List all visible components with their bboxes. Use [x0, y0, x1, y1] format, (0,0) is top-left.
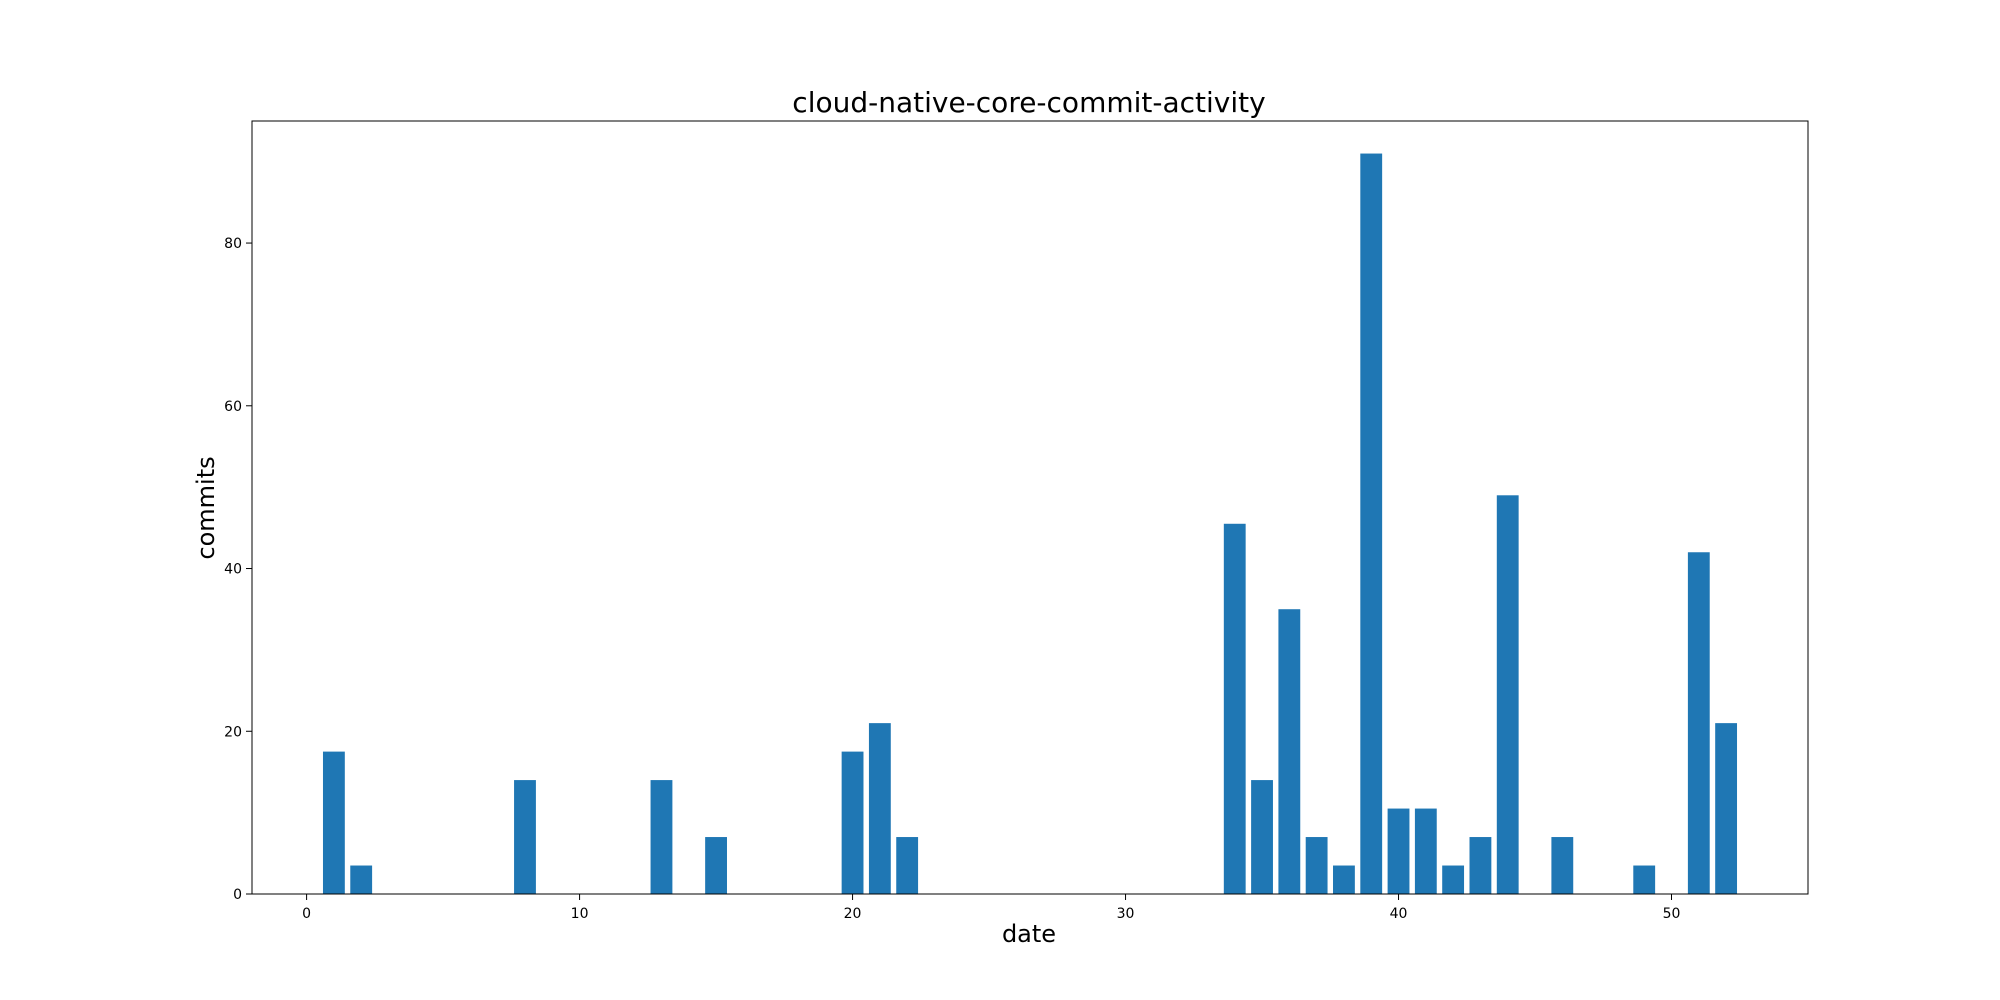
bar	[1551, 837, 1574, 894]
bar	[350, 865, 373, 894]
x-tick-label: 50	[1663, 906, 1681, 922]
bar	[1496, 495, 1519, 894]
bar	[705, 837, 727, 894]
bar	[1278, 609, 1301, 894]
x-axis-label: date	[1002, 920, 1056, 948]
y-tick-label: 0	[233, 887, 242, 903]
y-axis-ticks: 0 20 40 60 80	[224, 236, 252, 903]
bar	[322, 751, 345, 894]
y-tick-label: 40	[224, 562, 242, 578]
bar	[868, 723, 891, 894]
y-tick-label: 80	[224, 236, 242, 252]
plot-frame	[251, 120, 1809, 895]
x-tick-label: 0	[302, 906, 311, 922]
x-tick-label: 30	[1117, 906, 1135, 922]
bar	[1469, 837, 1492, 894]
bar	[896, 837, 919, 894]
y-tick-label: 60	[224, 399, 242, 415]
bars-group	[322, 153, 1738, 894]
bar	[1223, 523, 1246, 894]
bar	[1442, 865, 1465, 894]
bar	[514, 780, 536, 894]
x-axis-ticks: 0 10 20 30 40 50	[302, 894, 1680, 922]
bar	[1387, 808, 1410, 894]
x-tick-label: 40	[1390, 906, 1408, 922]
x-tick-label: 10	[571, 906, 589, 922]
chart-title: cloud-native-core-commit-activity	[792, 86, 1265, 119]
bar	[841, 751, 864, 894]
bar	[1687, 552, 1710, 894]
y-axis-label: commits	[192, 456, 220, 559]
y-tick-label: 20	[224, 724, 242, 740]
bar	[1414, 808, 1437, 894]
bar	[1360, 153, 1383, 894]
bar	[1715, 723, 1738, 894]
bar	[1333, 865, 1355, 894]
bar	[1633, 865, 1656, 894]
bar	[1251, 780, 1273, 894]
x-tick-label: 20	[844, 906, 862, 922]
bar	[1305, 837, 1328, 894]
bar	[650, 780, 673, 894]
